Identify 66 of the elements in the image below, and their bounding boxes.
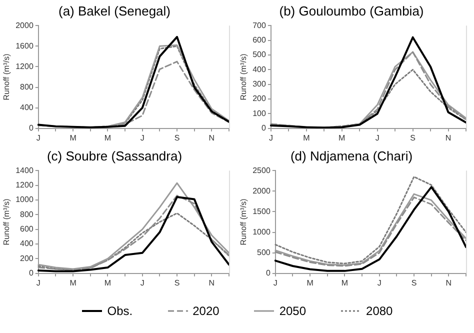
y-tick-label: 0 — [261, 124, 266, 133]
y-tick-label: 400 — [20, 103, 34, 112]
y-tick-label: 600 — [20, 224, 34, 234]
y-tick-label: 400 — [20, 239, 34, 248]
x-tick-label: M — [70, 278, 77, 288]
y-tick-label: 0 — [28, 268, 34, 278]
line-series — [38, 212, 230, 270]
legend-label: 2050 — [279, 304, 306, 318]
legend-label: 2080 — [366, 304, 393, 318]
x-tick-label: J — [273, 278, 278, 288]
x-tick-label: J — [36, 278, 40, 288]
y-tick-label: 0 — [28, 124, 34, 133]
y-tick-label: 100 — [252, 108, 266, 118]
y-tick-label: 700 — [252, 20, 266, 30]
y-axis-title: Runoff (m³/s) — [2, 53, 12, 100]
y-tick-label: 200 — [252, 94, 266, 104]
y-tick-label: 1000 — [16, 195, 34, 204]
x-tick-label: S — [411, 278, 417, 288]
x-tick-label: M — [306, 278, 314, 288]
x-tick-label: J — [140, 278, 144, 288]
y-tick-label: 2500 — [252, 166, 271, 175]
y-tick-label: 1500 — [252, 206, 271, 216]
x-tick-label: S — [174, 133, 180, 142]
x-tick-label: N — [208, 133, 215, 142]
y-tick-label: 500 — [252, 50, 266, 60]
chart-title: (b) Gouloumbo (Gambia) — [279, 3, 424, 18]
y-tick-label: 400 — [252, 64, 266, 74]
x-tick-label: J — [377, 278, 382, 288]
y-tick-label: 2000 — [252, 186, 271, 196]
legend-label: Obs. — [107, 304, 133, 318]
y-tick-label: 200 — [20, 254, 34, 263]
x-tick-label: J — [268, 133, 273, 142]
y-axis-title: Runoff (m³/s) — [239, 198, 248, 246]
chart-title: (c) Soubre (Sassandra) — [46, 148, 182, 164]
x-tick-label: S — [174, 278, 180, 288]
x-tick-label: M — [338, 133, 346, 142]
x-tick-label: M — [104, 278, 112, 288]
chart-title: (a) Bakel (Senegal) — [58, 3, 170, 18]
x-tick-label: J — [36, 133, 40, 142]
y-tick-label: 600 — [252, 35, 266, 44]
line-series — [274, 176, 467, 264]
y-tick-label: 2000 — [16, 20, 34, 30]
y-axis-title: Runoff (m³/s) — [239, 53, 248, 100]
x-tick-label: S — [410, 133, 416, 142]
x-tick-label: N — [445, 133, 452, 142]
y-tick-label: 1200 — [16, 62, 34, 71]
y-tick-label: 1400 — [16, 166, 34, 175]
y-tick-label: 300 — [252, 80, 266, 89]
x-tick-label: N — [208, 278, 215, 288]
x-tick-label: J — [375, 133, 380, 142]
y-tick-label: 800 — [20, 210, 34, 219]
x-tick-label: N — [446, 278, 452, 288]
x-tick-label: J — [140, 133, 144, 142]
x-tick-label: M — [303, 133, 310, 142]
y-tick-label: 800 — [20, 82, 34, 92]
x-tick-label: M — [70, 133, 77, 142]
y-axis-title: Runoff (m³/s) — [2, 198, 12, 246]
x-tick-label: M — [104, 133, 112, 142]
chart-title: (d) Ndjamena (Chari) — [290, 148, 413, 164]
y-tick-label: 1600 — [16, 41, 34, 50]
y-tick-label: 500 — [257, 248, 271, 258]
y-tick-label: 1000 — [252, 227, 271, 236]
y-tick-label: 0 — [266, 268, 271, 278]
legend-label: 2020 — [192, 304, 220, 318]
x-tick-label: M — [341, 278, 348, 288]
y-tick-label: 1200 — [16, 180, 34, 190]
